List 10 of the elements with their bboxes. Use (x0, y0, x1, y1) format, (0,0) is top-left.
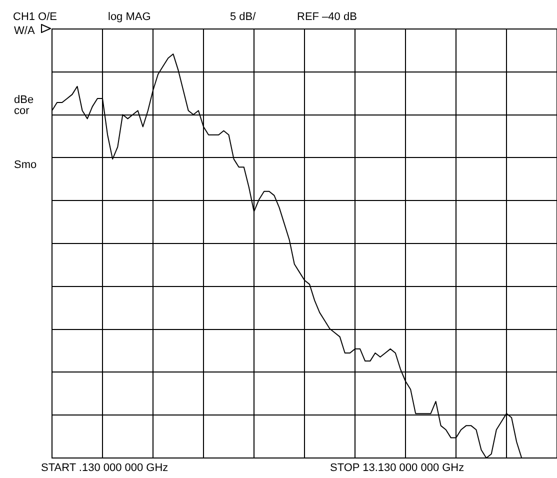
text: W/A (14, 25, 36, 38)
text: STOP 13.130 000 000 GHz (330, 462, 464, 474)
text: dBe (14, 94, 34, 106)
text: REF –40 dB (297, 11, 357, 24)
text: START .130 000 000 GHz (41, 462, 168, 474)
text: 5 dB/ (230, 11, 257, 24)
text: Smo (14, 159, 37, 172)
text: log MAG (108, 11, 151, 24)
text: CH1 O/E (13, 11, 58, 24)
text: cor (14, 105, 30, 118)
